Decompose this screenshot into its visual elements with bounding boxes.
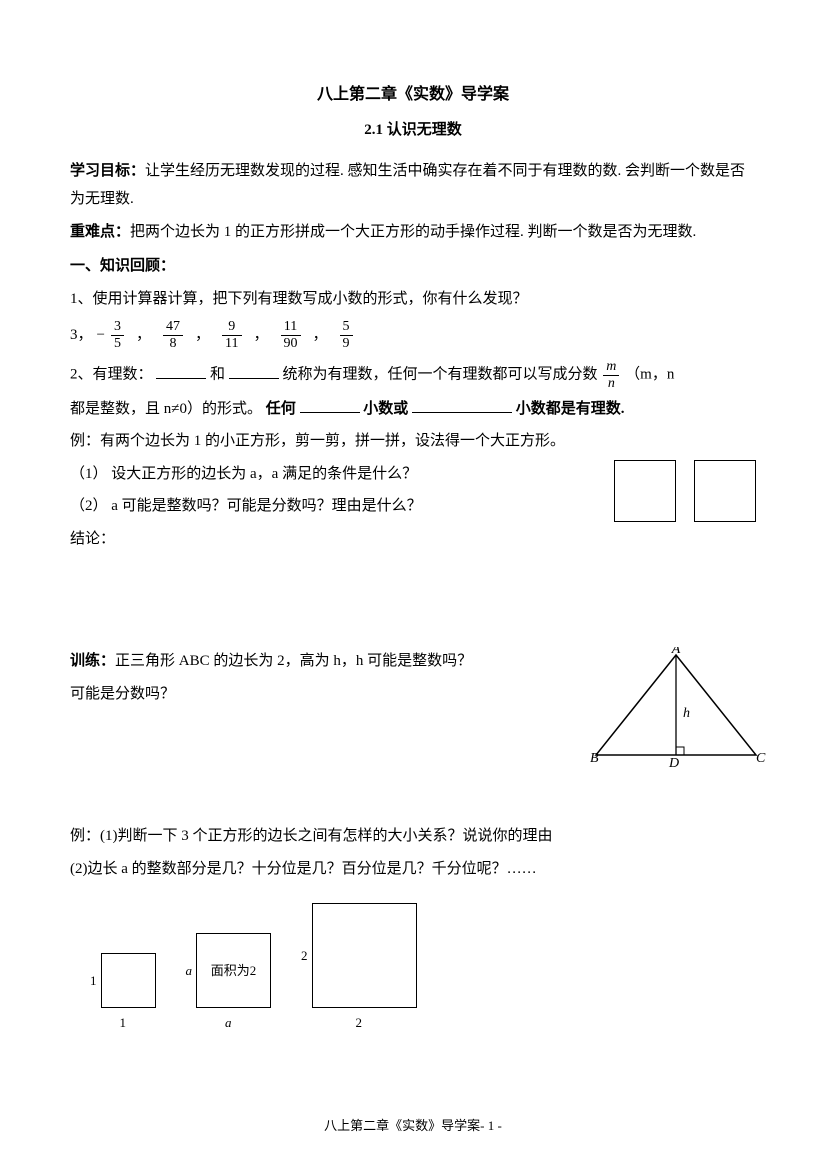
sq3-bottom-label: 2	[356, 1011, 363, 1036]
hard-label: 重难点：	[70, 224, 130, 240]
square-1	[614, 460, 676, 522]
square-2	[694, 460, 756, 522]
comma: ，	[195, 321, 210, 350]
example-1-q2: （2） a 可能是整数吗？可能是分数吗？理由是什么？	[70, 492, 586, 521]
large-square-unit: 2 2	[301, 903, 417, 1036]
comma: ，	[136, 321, 151, 350]
sq2-bottom-label: a	[225, 1011, 232, 1036]
title-main: 八上第二章《实数》导学案	[70, 80, 756, 110]
goal-text: 让学生经历无理数发现的过程. 感知生活中确实存在着不同于有理数的数. 会判断一个…	[70, 163, 745, 208]
section-1-header: 一、知识回顾：	[70, 252, 756, 281]
example-2-p1: 例：(1)判断一下 3 个正方形的边长之间有怎样的大小关系？说说你的理由	[70, 822, 756, 851]
blank-3[interactable]	[300, 396, 360, 413]
svg-text:D: D	[668, 756, 679, 771]
fraction-mn: mn	[603, 359, 619, 391]
mid-square-unit: a 面积为2 a	[186, 933, 272, 1036]
two-squares-figure	[614, 460, 756, 522]
example-1-body: （1） 设大正方形的边长为 a，a 满足的条件是什么？ （2） a 可能是整数吗…	[70, 460, 756, 525]
page-footer: 八上第二章《实数》导学案- 1 -	[0, 1114, 826, 1139]
blank-1[interactable]	[156, 362, 206, 379]
sq1-left-label: 1	[90, 969, 97, 994]
title-sub: 2.1 认识无理数	[70, 116, 756, 145]
three-squares-figure: 1 1 a 面积为2 a 2 2	[90, 903, 756, 1036]
example-2-p2: (2)边长 a 的整数部分是几？十分位是几？百分位是几？千分位呢？……	[70, 855, 756, 884]
fraction-1: 35	[111, 319, 124, 351]
hard-text: 把两个边长为 1 的正方形拼成一个大正方形的动手操作过程. 判断一个数是否为无理…	[130, 224, 696, 240]
question-2-line1: 2、有理数： 和 统称为有理数，任何一个有理数都可以写成分数 mn （m，n	[70, 359, 756, 391]
blank-4[interactable]	[412, 396, 512, 413]
learning-goal: 学习目标：让学生经历无理数发现的过程. 感知生活中确实存在着不同于有理数的数. …	[70, 157, 756, 214]
q2-e: 都是整数，且 n≠0）的形式。	[70, 401, 262, 417]
comma: ，	[313, 321, 328, 350]
q2-c: 统称为有理数，任何一个有理数都可以写成分数	[283, 367, 598, 383]
goal-label: 学习目标：	[70, 163, 145, 179]
blank-2[interactable]	[229, 362, 279, 379]
sq3-box	[312, 903, 417, 1008]
question-1: 1、使用计算器计算，把下列有理数写成小数的形式，你有什么发现？	[70, 285, 756, 314]
q2-d: （m，n	[625, 367, 674, 383]
fraction-lead: 3，	[70, 321, 93, 350]
train-text-1: 正三角形 ABC 的边长为 2，高为 h，h 可能是整数吗？	[115, 653, 472, 669]
triangle-figure: A B C D h	[586, 647, 766, 783]
example-1-q1: （1） 设大正方形的边长为 a，a 满足的条件是什么？	[70, 460, 586, 489]
difficulty: 重难点：把两个边长为 1 的正方形拼成一个大正方形的动手操作过程. 判断一个数是…	[70, 218, 756, 247]
sq3-left-label: 2	[301, 944, 308, 969]
svg-text:h: h	[683, 706, 690, 721]
fraction-3: 911	[222, 319, 241, 351]
question-2-line2: 都是整数，且 n≠0）的形式。 任何 小数或 小数都是有理数.	[70, 395, 756, 424]
example-1: 例：有两个边长为 1 的小正方形，剪一剪，拼一拼，设法得一个大正方形。	[70, 427, 756, 456]
q2-a: 2、有理数：	[70, 367, 153, 383]
q2-b: 和	[210, 367, 225, 383]
sq1-box	[101, 953, 156, 1008]
sq1-bottom-label: 1	[120, 1011, 127, 1036]
small-square-unit: 1 1	[90, 953, 156, 1036]
sq2-left-label: a	[186, 959, 193, 984]
fraction-4: 1190	[281, 319, 301, 351]
fraction-list: 3， − 35 ， 478 ， 911 ， 1190 ， 59	[70, 319, 756, 351]
fraction-1-sign: −	[97, 321, 105, 350]
q2-g: 小数或	[363, 401, 408, 417]
fraction-2: 478	[163, 319, 183, 351]
conclusion-label: 结论：	[70, 525, 756, 554]
svg-text:A: A	[671, 647, 681, 657]
q2-f: 任何	[266, 401, 296, 417]
comma: ，	[254, 321, 269, 350]
train-label: 训练：	[70, 653, 115, 669]
blank-space	[70, 557, 756, 647]
svg-text:C: C	[756, 751, 766, 766]
q2-h: 小数都是有理数.	[516, 401, 625, 417]
fraction-5: 59	[340, 319, 353, 351]
svg-text:B: B	[590, 751, 599, 766]
sq2-box: 面积为2	[196, 933, 271, 1008]
